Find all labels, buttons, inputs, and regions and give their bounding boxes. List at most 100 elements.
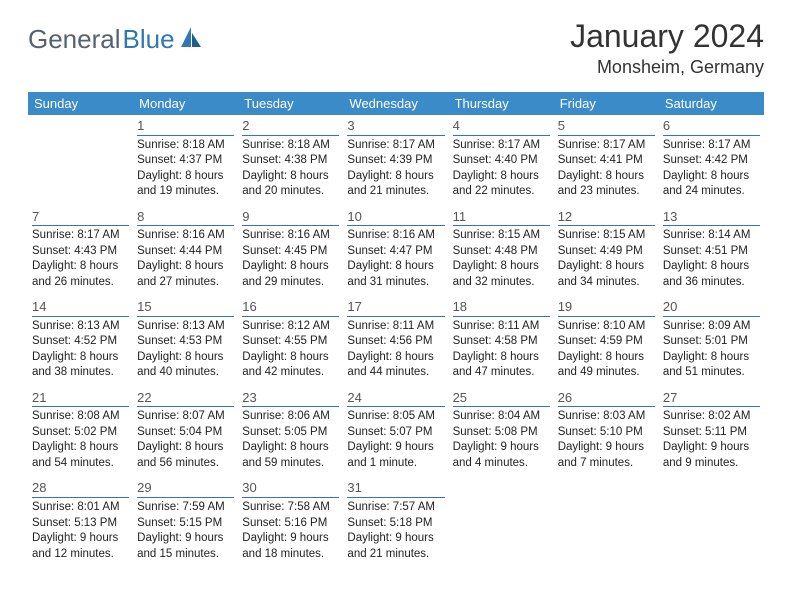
- daylight-text-2: and 42 minutes.: [242, 365, 339, 381]
- calendar-day-cell: 20Sunrise: 8:09 AMSunset: 5:01 PMDayligh…: [659, 296, 764, 387]
- day-number: 1: [137, 117, 234, 136]
- daylight-text-1: Daylight: 8 hours: [137, 169, 234, 185]
- sunset-text: Sunset: 4:55 PM: [242, 334, 339, 350]
- daylight-text-1: Daylight: 9 hours: [347, 531, 444, 547]
- day-number: 7: [32, 208, 129, 227]
- day-number: 19: [558, 298, 655, 317]
- sunset-text: Sunset: 4:56 PM: [347, 334, 444, 350]
- sunrise-text: Sunrise: 8:08 AM: [32, 409, 129, 425]
- daylight-text-1: Daylight: 8 hours: [347, 259, 444, 275]
- daylight-text-2: and 4 minutes.: [453, 456, 550, 472]
- calendar-day-cell: 8Sunrise: 8:16 AMSunset: 4:44 PMDaylight…: [133, 206, 238, 297]
- weekday-header: Wednesday: [343, 92, 448, 115]
- daylight-text-1: Daylight: 9 hours: [453, 440, 550, 456]
- day-number: 14: [32, 298, 129, 317]
- sunrise-text: Sunrise: 8:02 AM: [663, 409, 760, 425]
- daylight-text-1: Daylight: 8 hours: [137, 440, 234, 456]
- calendar-day-cell: 3Sunrise: 8:17 AMSunset: 4:39 PMDaylight…: [343, 115, 448, 206]
- daylight-text-2: and 59 minutes.: [242, 456, 339, 472]
- daylight-text-2: and 22 minutes.: [453, 184, 550, 200]
- daylight-text-2: and 36 minutes.: [663, 275, 760, 291]
- sunset-text: Sunset: 4:51 PM: [663, 244, 760, 260]
- day-number: 29: [137, 479, 234, 498]
- weekday-header: Thursday: [449, 92, 554, 115]
- calendar-day-cell: 25Sunrise: 8:04 AMSunset: 5:08 PMDayligh…: [449, 387, 554, 478]
- day-number: 4: [453, 117, 550, 136]
- daylight-text-2: and 26 minutes.: [32, 275, 129, 291]
- calendar-day-cell: 27Sunrise: 8:02 AMSunset: 5:11 PMDayligh…: [659, 387, 764, 478]
- sunset-text: Sunset: 5:13 PM: [32, 516, 129, 532]
- daylight-text-1: Daylight: 9 hours: [242, 531, 339, 547]
- daylight-text-2: and 9 minutes.: [663, 456, 760, 472]
- calendar-week-row: 1Sunrise: 8:18 AMSunset: 4:37 PMDaylight…: [28, 115, 764, 206]
- sunset-text: Sunset: 5:18 PM: [347, 516, 444, 532]
- calendar-day-cell: 10Sunrise: 8:16 AMSunset: 4:47 PMDayligh…: [343, 206, 448, 297]
- sunrise-text: Sunrise: 8:09 AM: [663, 319, 760, 335]
- daylight-text-1: Daylight: 8 hours: [663, 169, 760, 185]
- calendar-day-cell: 6Sunrise: 8:17 AMSunset: 4:42 PMDaylight…: [659, 115, 764, 206]
- daylight-text-2: and 15 minutes.: [137, 547, 234, 563]
- sunrise-text: Sunrise: 8:13 AM: [137, 319, 234, 335]
- weekday-header: Tuesday: [238, 92, 343, 115]
- sunrise-text: Sunrise: 8:17 AM: [663, 138, 760, 154]
- daylight-text-2: and 18 minutes.: [242, 547, 339, 563]
- weekday-header: Sunday: [28, 92, 133, 115]
- sunset-text: Sunset: 5:01 PM: [663, 334, 760, 350]
- daylight-text-1: Daylight: 9 hours: [347, 440, 444, 456]
- calendar-day-cell: 4Sunrise: 8:17 AMSunset: 4:40 PMDaylight…: [449, 115, 554, 206]
- daylight-text-1: Daylight: 8 hours: [32, 259, 129, 275]
- sunset-text: Sunset: 4:38 PM: [242, 153, 339, 169]
- calendar-day-cell: 2Sunrise: 8:18 AMSunset: 4:38 PMDaylight…: [238, 115, 343, 206]
- sunrise-text: Sunrise: 8:12 AM: [242, 319, 339, 335]
- day-number: 5: [558, 117, 655, 136]
- sunrise-text: Sunrise: 8:04 AM: [453, 409, 550, 425]
- daylight-text-1: Daylight: 8 hours: [137, 350, 234, 366]
- sail-icon: [179, 25, 203, 54]
- weekday-header: Friday: [554, 92, 659, 115]
- day-number: 18: [453, 298, 550, 317]
- daylight-text-1: Daylight: 9 hours: [137, 531, 234, 547]
- daylight-text-2: and 1 minute.: [347, 456, 444, 472]
- daylight-text-2: and 29 minutes.: [242, 275, 339, 291]
- sunrise-text: Sunrise: 8:03 AM: [558, 409, 655, 425]
- day-number: 16: [242, 298, 339, 317]
- sunrise-text: Sunrise: 8:16 AM: [347, 228, 444, 244]
- sunset-text: Sunset: 4:39 PM: [347, 153, 444, 169]
- location: Monsheim, Germany: [570, 57, 764, 78]
- sunset-text: Sunset: 4:43 PM: [32, 244, 129, 260]
- day-number: 31: [347, 479, 444, 498]
- sunrise-text: Sunrise: 8:11 AM: [453, 319, 550, 335]
- logo: GeneralBlue: [28, 24, 203, 55]
- sunset-text: Sunset: 5:16 PM: [242, 516, 339, 532]
- day-number: 9: [242, 208, 339, 227]
- sunrise-text: Sunrise: 7:57 AM: [347, 500, 444, 516]
- daylight-text-1: Daylight: 8 hours: [242, 169, 339, 185]
- daylight-text-2: and 34 minutes.: [558, 275, 655, 291]
- calendar-day-cell: 17Sunrise: 8:11 AMSunset: 4:56 PMDayligh…: [343, 296, 448, 387]
- day-number: 2: [242, 117, 339, 136]
- calendar-week-row: 14Sunrise: 8:13 AMSunset: 4:52 PMDayligh…: [28, 296, 764, 387]
- header: GeneralBlue January 2024 Monsheim, Germa…: [28, 18, 764, 78]
- sunrise-text: Sunrise: 8:01 AM: [32, 500, 129, 516]
- sunset-text: Sunset: 5:07 PM: [347, 425, 444, 441]
- sunset-text: Sunset: 4:59 PM: [558, 334, 655, 350]
- logo-text-general: General: [28, 24, 121, 55]
- sunrise-text: Sunrise: 8:17 AM: [558, 138, 655, 154]
- daylight-text-2: and 51 minutes.: [663, 365, 760, 381]
- calendar-day-cell: 18Sunrise: 8:11 AMSunset: 4:58 PMDayligh…: [449, 296, 554, 387]
- month-title: January 2024: [570, 18, 764, 55]
- daylight-text-2: and 49 minutes.: [558, 365, 655, 381]
- daylight-text-1: Daylight: 8 hours: [663, 259, 760, 275]
- daylight-text-2: and 23 minutes.: [558, 184, 655, 200]
- calendar-day-cell: 13Sunrise: 8:14 AMSunset: 4:51 PMDayligh…: [659, 206, 764, 297]
- calendar-day-cell: 31 Sunrise: 7:57 AMSunset: 5:18 PMDayligh…: [343, 477, 448, 568]
- daylight-text-2: and 12 minutes.: [32, 547, 129, 563]
- sunset-text: Sunset: 4:58 PM: [453, 334, 550, 350]
- calendar-day-cell: 12Sunrise: 8:15 AMSunset: 4:49 PMDayligh…: [554, 206, 659, 297]
- sunset-text: Sunset: 4:47 PM: [347, 244, 444, 260]
- sunset-text: Sunset: 4:40 PM: [453, 153, 550, 169]
- daylight-text-1: Daylight: 8 hours: [558, 169, 655, 185]
- sunrise-text: Sunrise: 8:06 AM: [242, 409, 339, 425]
- sunset-text: Sunset: 5:08 PM: [453, 425, 550, 441]
- sunrise-text: Sunrise: 8:16 AM: [137, 228, 234, 244]
